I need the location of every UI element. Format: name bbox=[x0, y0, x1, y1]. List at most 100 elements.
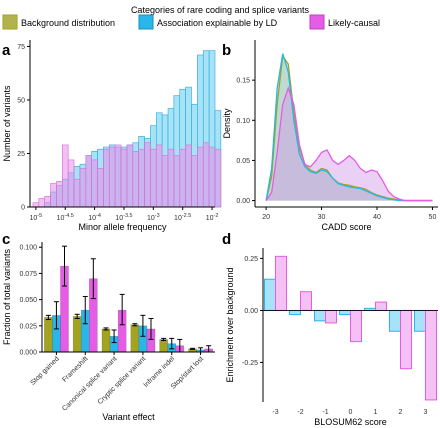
density-area-causal bbox=[266, 88, 433, 201]
y-tick-label: 0.00 bbox=[236, 198, 250, 205]
y-axis-label: Density bbox=[222, 108, 232, 139]
histogram-bar-causal bbox=[44, 195, 51, 208]
histogram-bar-causal bbox=[214, 148, 222, 208]
x-tick-base: 10 bbox=[88, 215, 96, 222]
enrichment-bar-causal bbox=[275, 255, 287, 311]
x-axis-label: Variant effect bbox=[102, 412, 155, 422]
x-tick-label: -1 bbox=[322, 409, 328, 416]
histogram-bar-causal bbox=[62, 144, 69, 208]
y-tick-label: 0.025 bbox=[19, 323, 37, 330]
x-tick-exponent: -2.5 bbox=[182, 213, 191, 219]
histogram-bar-causal bbox=[50, 183, 57, 208]
histogram-bar-causal bbox=[97, 168, 104, 208]
x-tick-label: -3 bbox=[272, 409, 278, 416]
legend-label-background: Background distribution bbox=[21, 18, 115, 28]
histogram-bar-causal bbox=[114, 144, 122, 208]
legend-title: Categories of rare coding and splice var… bbox=[131, 5, 310, 15]
histogram-bar-causal bbox=[197, 146, 204, 208]
y-tick-label: 0.050 bbox=[19, 297, 37, 304]
x-tick-exponent: -4.5 bbox=[64, 213, 73, 219]
y-tick-label: 0.05 bbox=[236, 158, 250, 165]
enrichment-bar-causal bbox=[375, 301, 387, 311]
x-tick-exponent: -4 bbox=[96, 213, 101, 219]
enrichment-bar-causal bbox=[350, 309, 362, 343]
histogram-bar-causal bbox=[79, 168, 87, 208]
y-tick-label: 0.100 bbox=[19, 245, 37, 252]
histogram-bar-causal bbox=[161, 155, 169, 208]
density-area-background bbox=[266, 56, 433, 201]
x-tick-base: 10 bbox=[115, 215, 123, 222]
histogram-bar-causal bbox=[56, 181, 63, 208]
x-tick-base: 10 bbox=[206, 215, 214, 222]
enrichment-bar-causal bbox=[425, 309, 437, 401]
panel-d-enrichment: -0.25 0.00 0.25 -3 -2 -1 0 1 2 3 BLOSUM62 score Enr… bbox=[225, 248, 438, 427]
panel-c-bars: 0.000 0.025 0.050 0.075 0.100 Stop gained Fram… bbox=[2, 242, 215, 422]
y-tick-label: 75 bbox=[17, 44, 25, 51]
x-axis-label: BLOSUM62 score bbox=[314, 417, 387, 427]
enrichment-bar-ld bbox=[289, 309, 301, 316]
x-tick-exponent: -3 bbox=[155, 213, 160, 219]
histogram-bar-causal bbox=[155, 144, 163, 208]
histogram-bar-causal bbox=[108, 146, 116, 208]
histogram-bar-causal bbox=[126, 144, 134, 208]
y-tick-label: 0.10 bbox=[236, 118, 250, 125]
histogram-bar-causal bbox=[38, 198, 45, 208]
x-tick-label: 10-3 bbox=[147, 213, 160, 222]
legend-swatch-ld bbox=[138, 14, 154, 30]
x-tick-base: 10 bbox=[147, 215, 155, 222]
panel-tag-d: d bbox=[222, 231, 231, 248]
y-tick-label: 0.25 bbox=[244, 256, 258, 263]
histogram-bar-causal bbox=[179, 148, 186, 208]
histogram-bar-causal bbox=[173, 155, 181, 208]
histogram-bar-causal bbox=[167, 148, 175, 208]
bar-background bbox=[101, 328, 111, 353]
x-tick-label: 2 bbox=[399, 409, 403, 416]
x-tick-label: Frameshift bbox=[61, 355, 89, 383]
y-tick-label: -0.25 bbox=[242, 360, 258, 367]
x-tick-label: 10-4.5 bbox=[57, 213, 74, 222]
panel-tag-b: b bbox=[222, 42, 231, 59]
bar-background bbox=[130, 324, 140, 353]
legend-swatch-background bbox=[2, 14, 18, 30]
panel-tag-a: a bbox=[2, 42, 11, 59]
x-tick-exponent: -2 bbox=[214, 213, 219, 219]
y-axis-label: Enrichment over background bbox=[225, 267, 235, 382]
panel-tag-c: c bbox=[2, 231, 10, 248]
legend-swatch-causal bbox=[309, 14, 325, 30]
enrichment-bar-causal bbox=[325, 309, 337, 324]
x-tick-label: Canonical splice variant bbox=[61, 355, 118, 412]
histogram-bar-causal bbox=[91, 159, 98, 208]
enrichment-bar-ld bbox=[389, 309, 401, 332]
x-tick-label: Stop gained bbox=[29, 355, 60, 386]
x-tick-label: 1 bbox=[374, 409, 378, 416]
histogram-bar-causal bbox=[67, 159, 75, 208]
x-tick-base: 10 bbox=[30, 215, 38, 222]
bar-background bbox=[72, 316, 82, 353]
y-tick-label: 25 bbox=[17, 151, 25, 158]
x-tick-base: 10 bbox=[174, 215, 182, 222]
x-tick-label: 10-2.5 bbox=[174, 213, 191, 222]
x-tick-label: 10-2 bbox=[206, 213, 219, 222]
x-tick-label: 10-5 bbox=[30, 213, 43, 222]
x-tick-label: -2 bbox=[297, 409, 303, 416]
enrichment-bar-ld bbox=[314, 309, 326, 322]
enrichment-bar-causal bbox=[400, 309, 412, 370]
bar-background bbox=[159, 339, 168, 353]
y-tick-label: 0.000 bbox=[19, 350, 37, 357]
histogram-bar-causal bbox=[150, 148, 157, 208]
x-tick-label: 10-3.5 bbox=[115, 213, 132, 222]
bar-background bbox=[44, 317, 53, 353]
x-tick-label: 50 bbox=[429, 214, 437, 221]
panel-b-density: 0.00 0.05 0.10 0.15 20 30 40 50 CADD score Densit… bbox=[222, 40, 438, 232]
x-axis-label: CADD score bbox=[321, 222, 371, 232]
histogram-bar-causal bbox=[138, 148, 145, 208]
y-tick-label: 0.075 bbox=[19, 271, 37, 278]
histogram-bar-causal bbox=[132, 151, 139, 208]
x-tick-label: Cryptic splice variant bbox=[97, 355, 148, 406]
x-tick-label: 3 bbox=[424, 409, 428, 416]
x-tick-label: 20 bbox=[262, 214, 270, 221]
x-axis-label: Minor allele frequency bbox=[78, 222, 167, 232]
density-line-causal bbox=[265, 86, 433, 202]
